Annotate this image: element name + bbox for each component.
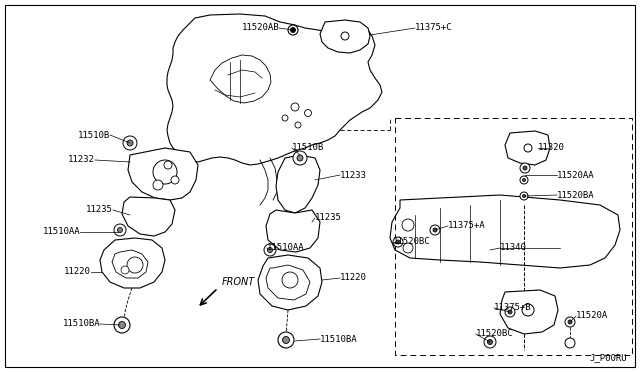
Circle shape — [433, 228, 437, 232]
Circle shape — [522, 195, 525, 198]
Circle shape — [282, 115, 288, 121]
Text: 11232: 11232 — [68, 155, 95, 164]
Circle shape — [341, 32, 349, 40]
Text: 11520A: 11520A — [576, 311, 608, 321]
Circle shape — [505, 307, 515, 317]
Polygon shape — [258, 255, 322, 310]
Polygon shape — [266, 210, 320, 252]
Circle shape — [123, 136, 137, 150]
Circle shape — [291, 103, 299, 111]
Circle shape — [522, 179, 525, 182]
Circle shape — [293, 151, 307, 165]
Text: 11520BC: 11520BC — [476, 330, 514, 339]
Polygon shape — [320, 20, 370, 53]
Circle shape — [288, 25, 298, 35]
Polygon shape — [112, 250, 148, 278]
Text: 11520AB: 11520AB — [241, 23, 279, 32]
Circle shape — [118, 228, 122, 232]
Text: 11520AA: 11520AA — [557, 170, 595, 180]
Circle shape — [508, 310, 512, 314]
Polygon shape — [210, 55, 271, 103]
Circle shape — [524, 144, 532, 152]
Circle shape — [114, 317, 130, 333]
Polygon shape — [128, 148, 198, 200]
Polygon shape — [390, 195, 620, 268]
Circle shape — [484, 336, 496, 348]
Circle shape — [295, 122, 301, 128]
Circle shape — [565, 317, 575, 327]
Text: 11510AA: 11510AA — [42, 228, 80, 237]
Circle shape — [305, 109, 312, 116]
Circle shape — [264, 244, 276, 256]
Circle shape — [523, 166, 527, 170]
Text: 11375+B: 11375+B — [494, 304, 532, 312]
Polygon shape — [505, 131, 550, 165]
Text: 11510BA: 11510BA — [62, 320, 100, 328]
Circle shape — [278, 332, 294, 348]
Circle shape — [171, 176, 179, 184]
Polygon shape — [276, 155, 320, 213]
Text: FRONT: FRONT — [222, 277, 255, 287]
Circle shape — [297, 155, 303, 161]
Text: 11520BC: 11520BC — [393, 237, 431, 247]
Circle shape — [127, 257, 143, 273]
Circle shape — [430, 225, 440, 235]
Polygon shape — [167, 14, 382, 165]
Text: 11375+C: 11375+C — [415, 23, 452, 32]
Polygon shape — [500, 290, 558, 334]
Circle shape — [114, 224, 126, 236]
Circle shape — [118, 321, 125, 328]
Circle shape — [282, 337, 289, 343]
Circle shape — [127, 140, 133, 146]
Text: 11340: 11340 — [500, 244, 527, 253]
Circle shape — [396, 240, 400, 244]
Circle shape — [565, 338, 575, 348]
Text: 11233: 11233 — [340, 170, 367, 180]
Text: 11375+A: 11375+A — [448, 221, 486, 231]
Circle shape — [522, 304, 534, 316]
Polygon shape — [266, 265, 310, 300]
Circle shape — [568, 320, 572, 324]
Text: 11235: 11235 — [315, 214, 342, 222]
Text: 11220: 11220 — [340, 273, 367, 282]
Text: 11220: 11220 — [64, 267, 91, 276]
Circle shape — [291, 28, 296, 32]
Circle shape — [393, 237, 403, 247]
Circle shape — [282, 272, 298, 288]
Text: J_P00RU: J_P00RU — [589, 353, 627, 362]
Text: 11510B: 11510B — [77, 131, 110, 140]
Polygon shape — [122, 197, 175, 236]
Text: 11510B: 11510B — [292, 144, 324, 153]
Circle shape — [520, 176, 528, 184]
Circle shape — [403, 243, 413, 253]
Circle shape — [520, 192, 528, 200]
Circle shape — [268, 247, 273, 253]
Text: 11510BA: 11510BA — [320, 334, 358, 343]
Text: 11235: 11235 — [86, 205, 113, 215]
Circle shape — [153, 180, 163, 190]
Text: 11520BA: 11520BA — [557, 190, 595, 199]
Circle shape — [121, 266, 129, 274]
Circle shape — [520, 163, 530, 173]
Circle shape — [153, 160, 177, 184]
Circle shape — [164, 161, 172, 169]
Circle shape — [488, 340, 493, 344]
Text: 11510AA: 11510AA — [267, 244, 305, 253]
Text: 11320: 11320 — [538, 144, 565, 153]
Circle shape — [402, 219, 414, 231]
Polygon shape — [100, 238, 165, 288]
